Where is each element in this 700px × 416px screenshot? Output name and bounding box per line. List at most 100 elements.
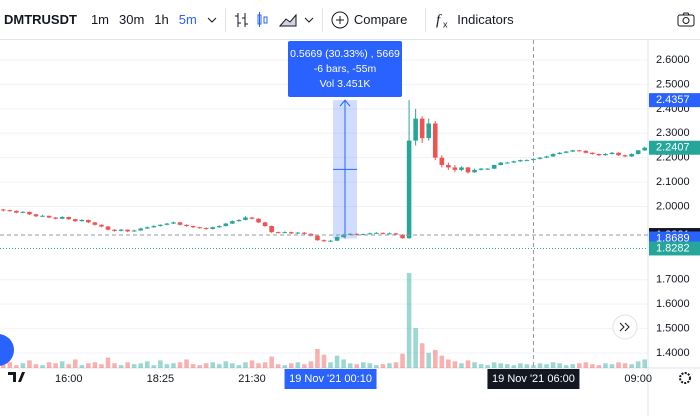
volume-bar xyxy=(419,343,425,368)
scroll-button[interactable] xyxy=(612,314,638,340)
candle-body xyxy=(406,140,412,239)
volume-bar xyxy=(216,364,222,368)
candle-body xyxy=(315,235,320,241)
volume-bar xyxy=(367,363,373,368)
volume-bar xyxy=(282,365,288,368)
volume-bar xyxy=(203,363,209,368)
candle-body xyxy=(40,215,45,217)
interval[interactable]: 30m xyxy=(119,12,145,27)
candle-body xyxy=(216,226,222,228)
candle-body xyxy=(164,223,170,225)
interval[interactable]: 1m xyxy=(90,12,109,27)
chart-style-icons[interactable] xyxy=(234,10,304,30)
volume-bar xyxy=(144,361,150,368)
volume-bar xyxy=(446,359,451,368)
candle-body xyxy=(223,223,229,227)
dropdown-icon[interactable] xyxy=(207,15,217,25)
candle-body xyxy=(387,233,392,235)
volume-bar xyxy=(504,364,510,368)
compare-icon xyxy=(331,11,349,28)
volume-bar xyxy=(131,364,137,368)
volume-bar xyxy=(590,364,595,368)
x-tick-label: 19 Nov '21 00:10 xyxy=(289,373,372,385)
compare-button[interactable]: Compare xyxy=(331,11,407,29)
snapshot-icon[interactable] xyxy=(676,11,696,29)
candle-body xyxy=(59,217,65,219)
candle-body xyxy=(256,218,261,223)
candle-body xyxy=(360,234,366,236)
volume-bar xyxy=(295,362,301,368)
volume-bar xyxy=(347,363,353,368)
candle-body xyxy=(79,219,85,222)
volume-bar xyxy=(40,365,45,368)
volume-bar xyxy=(472,362,477,368)
interval[interactable]: 1h xyxy=(154,12,169,27)
candle-body xyxy=(603,154,608,156)
y-tick-label: 2.3000 xyxy=(656,127,690,139)
candle-body xyxy=(72,219,78,222)
dropdown-icon[interactable] xyxy=(304,15,314,25)
symbol[interactable]: DMTRUSDT xyxy=(4,12,77,27)
y-tick-label: 2.6000 xyxy=(656,54,690,66)
candle-body xyxy=(295,232,301,234)
volume-bar xyxy=(635,361,641,368)
volume-bar xyxy=(426,352,432,368)
volume-bar xyxy=(387,363,392,368)
volume-bar xyxy=(531,365,536,368)
candle-body xyxy=(485,168,490,170)
volume-bar xyxy=(400,353,405,368)
volume-bar xyxy=(354,364,360,368)
candle-body xyxy=(622,155,628,157)
candle-body xyxy=(537,157,543,159)
volume-bar xyxy=(249,360,255,368)
volume-bar xyxy=(452,361,458,368)
candle-body xyxy=(112,229,117,231)
svg-text:x: x xyxy=(443,19,448,29)
candle-body xyxy=(380,232,386,234)
candle-body xyxy=(7,210,13,212)
indicators-label: Indicators xyxy=(457,12,514,27)
volume-bar xyxy=(321,354,327,368)
volume-bar xyxy=(223,361,229,368)
candle-body xyxy=(282,232,288,234)
volume-bar xyxy=(92,362,98,368)
volume-bar xyxy=(629,364,634,368)
candle-body xyxy=(590,152,595,155)
candle-body xyxy=(635,150,641,155)
volume-bar xyxy=(380,364,386,368)
volume-bar xyxy=(374,365,379,368)
logo-mark xyxy=(8,372,25,382)
candle-body xyxy=(465,167,471,173)
candle-body xyxy=(249,217,255,219)
volume-bar xyxy=(0,364,6,368)
x-tick-label: 19 Nov '21 06:00 xyxy=(492,373,575,385)
candle-body xyxy=(288,232,294,234)
candle-body xyxy=(347,233,353,235)
candle-body xyxy=(177,222,183,225)
price-badge-label: 1.8689 xyxy=(656,232,690,244)
candle-body xyxy=(583,150,589,153)
volume-bar xyxy=(616,362,621,368)
volume-bar xyxy=(86,363,91,368)
volume-bar xyxy=(465,360,471,368)
candle-body xyxy=(105,226,111,230)
measure-line: 0.5669 (30.33%) , 5669 xyxy=(290,48,400,60)
price-badge xyxy=(649,241,700,256)
volume-bar xyxy=(262,362,268,368)
volume-bar xyxy=(14,365,19,368)
y-tick-label: 2.5000 xyxy=(656,78,690,90)
volume-bar xyxy=(236,365,242,368)
candle-body xyxy=(367,233,373,235)
interval[interactable]: 5m xyxy=(178,12,197,27)
logo-circle xyxy=(0,334,14,366)
separator xyxy=(425,7,427,32)
volume-bar xyxy=(328,362,333,368)
price-badge xyxy=(649,140,700,155)
candle-body xyxy=(92,222,98,225)
candle-body xyxy=(236,219,242,222)
candle-body xyxy=(557,152,562,155)
settings-button[interactable] xyxy=(679,372,691,384)
candle-body xyxy=(642,147,648,151)
